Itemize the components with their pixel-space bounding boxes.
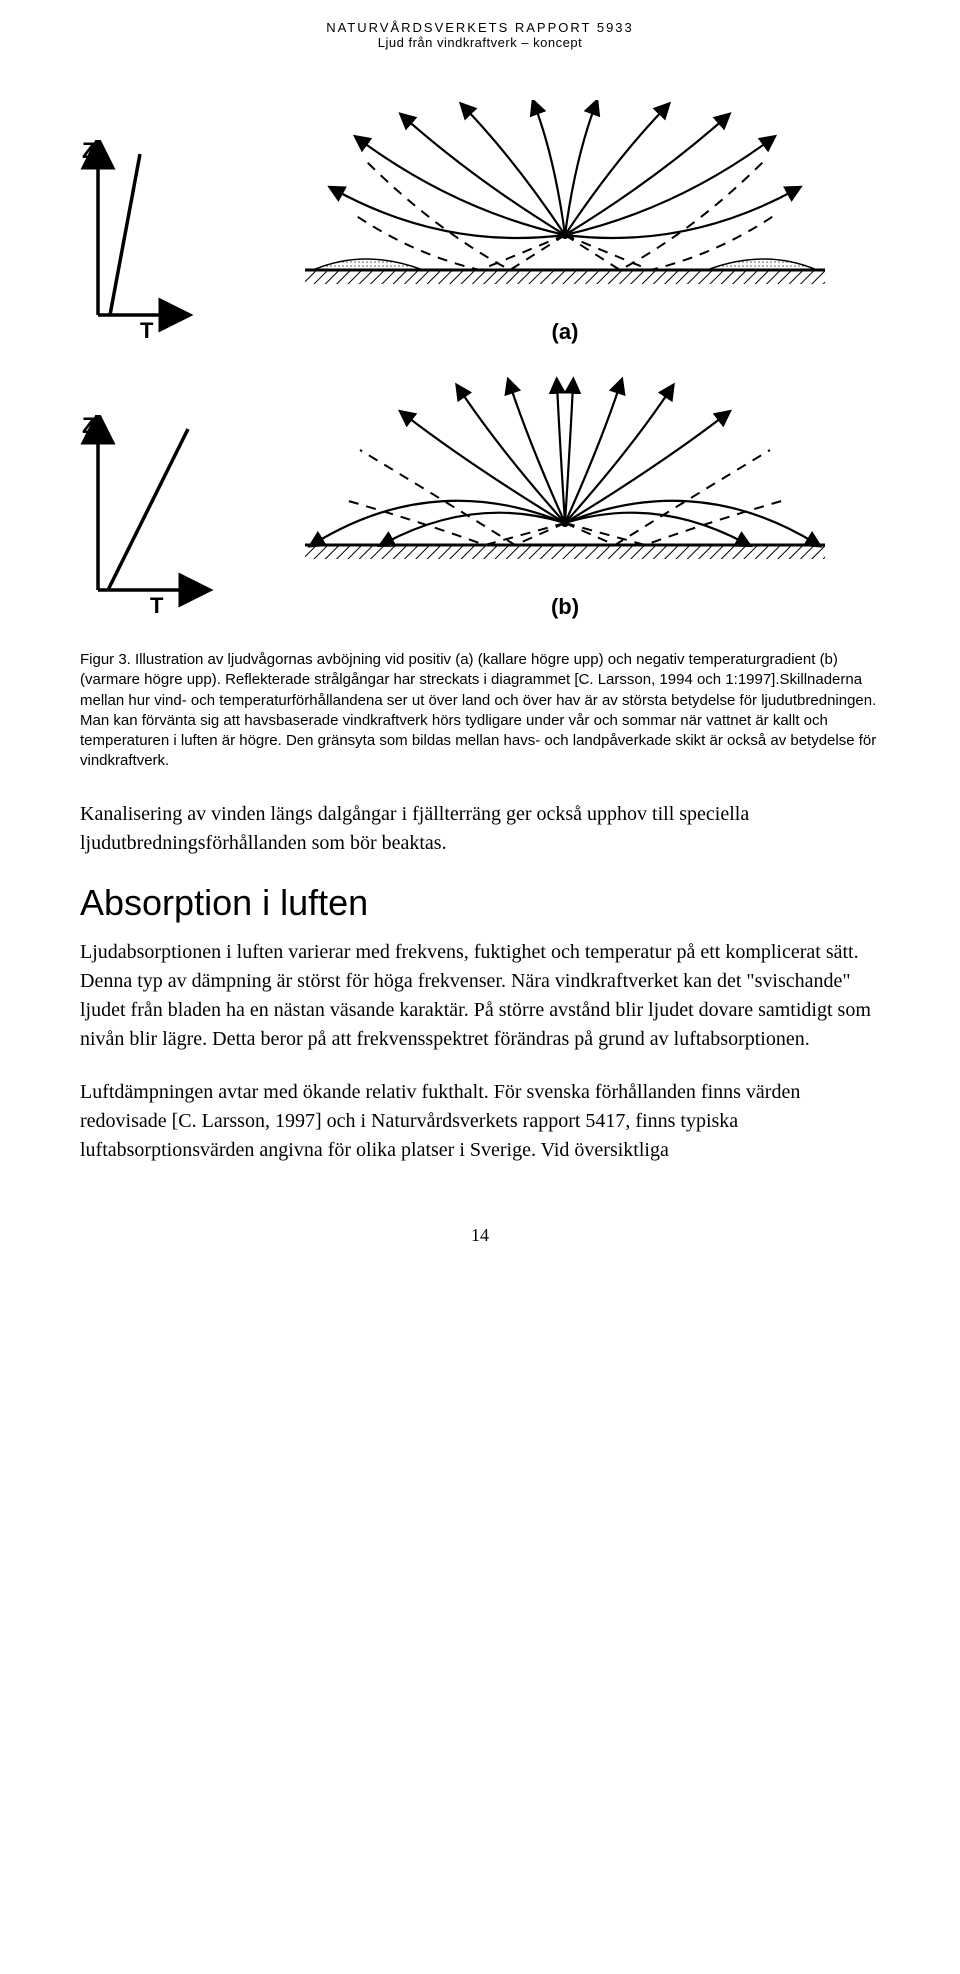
figure-a-row: Z T xyxy=(80,100,880,345)
body-paragraph-1: Kanalisering av vinden längs dalgångar i… xyxy=(80,800,880,858)
figure-a-label: (a) xyxy=(250,319,880,345)
report-header: NATURVÅRDSVERKETS RAPPORT 5933 Ljud från… xyxy=(80,20,880,50)
axis-a: Z T xyxy=(80,140,250,345)
svg-text:T: T xyxy=(140,318,154,340)
axis-b: Z T xyxy=(80,415,250,620)
header-subtitle: Ljud från vindkraftverk – koncept xyxy=(80,35,880,50)
wave-diagram-b: (b) xyxy=(250,375,880,620)
section-heading: Absorption i luften xyxy=(80,882,880,924)
svg-text:T: T xyxy=(150,593,164,615)
body-paragraph-3: Luftdämpningen avtar med ökande relativ … xyxy=(80,1078,880,1165)
header-report-id: NATURVÅRDSVERKETS RAPPORT 5933 xyxy=(80,20,880,35)
figure-b-label: (b) xyxy=(250,594,880,620)
svg-text:Z: Z xyxy=(82,140,95,163)
svg-text:Z: Z xyxy=(82,415,95,438)
figure-block: Z T xyxy=(80,100,880,620)
page-number: 14 xyxy=(80,1225,880,1246)
wave-diagram-a: (a) xyxy=(250,100,880,345)
figure-caption: Figur 3. Illustration av ljudvågornas av… xyxy=(80,650,880,772)
body-paragraph-2: Ljudabsorptionen i luften varierar med f… xyxy=(80,938,880,1054)
figure-b-row: Z T xyxy=(80,375,880,620)
